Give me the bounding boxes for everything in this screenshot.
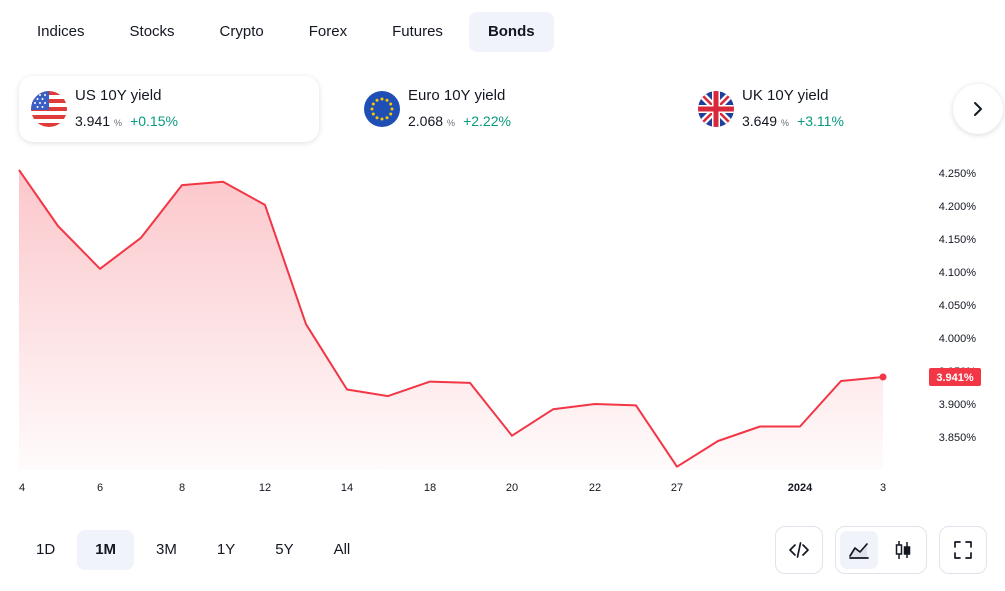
card-quote: 3.649% +3.11% bbox=[742, 113, 844, 129]
range-all[interactable]: All bbox=[333, 541, 351, 558]
tab-indices[interactable]: Indices bbox=[37, 23, 85, 40]
candlestick-icon bbox=[895, 541, 911, 559]
code-icon bbox=[789, 542, 809, 558]
y-tick-label: 3.850% bbox=[939, 432, 977, 444]
area-chart-icon bbox=[849, 543, 869, 559]
data-point bbox=[879, 373, 887, 381]
card-value: 3.649 bbox=[742, 113, 778, 129]
card-unit: % bbox=[114, 118, 123, 128]
x-tick-label: 27 bbox=[671, 482, 683, 494]
tab-bonds[interactable]: Bonds bbox=[468, 12, 554, 52]
last-value-label: 3.941% bbox=[936, 372, 974, 384]
card-uk-10y[interactable]: UK 10Y yield 3.649% +3.11% bbox=[686, 76, 986, 142]
tab-forex[interactable]: Forex bbox=[308, 23, 348, 40]
chevron-right-icon bbox=[974, 102, 982, 116]
card-quote: 3.941% +0.15% bbox=[75, 113, 178, 129]
embed-button-inner[interactable] bbox=[780, 531, 818, 569]
y-tick-label: 4.100% bbox=[939, 267, 977, 279]
range-3m[interactable]: 3M bbox=[156, 541, 177, 558]
y-tick-label: 4.200% bbox=[939, 201, 977, 213]
y-tick-label: 4.050% bbox=[939, 300, 977, 312]
card-change: +0.15% bbox=[130, 113, 178, 129]
fullscreen-icon bbox=[954, 541, 972, 559]
card-unit: % bbox=[781, 118, 790, 128]
card-unit: % bbox=[447, 118, 456, 128]
card-euro-10y[interactable]: Euro 10Y yield 2.068% +2.22% bbox=[352, 76, 652, 142]
tab-stocks[interactable]: Stocks bbox=[129, 23, 175, 40]
range-selector: 1D 1M 3M 1Y 5Y All bbox=[18, 530, 372, 570]
series-line bbox=[18, 169, 884, 468]
yield-chart-svg: 4.250%4.200%4.150%4.100%4.050%4.000%3.95… bbox=[18, 168, 981, 494]
embed-button[interactable] bbox=[775, 526, 823, 574]
candle-style-button[interactable] bbox=[884, 531, 922, 569]
card-name: Euro 10Y yield bbox=[408, 87, 506, 104]
card-change: +2.22% bbox=[463, 113, 511, 129]
range-1m[interactable]: 1M bbox=[77, 530, 135, 570]
x-tick-label: 3 bbox=[880, 482, 886, 494]
card-us-10y[interactable]: US 10Y yield 3.941% +0.15% bbox=[19, 76, 319, 142]
x-tick-label: 20 bbox=[506, 482, 518, 494]
y-tick-label: 4.150% bbox=[939, 234, 977, 246]
us-flag-icon bbox=[31, 91, 67, 127]
last-value-badge bbox=[929, 368, 981, 386]
y-tick-label: 3.900% bbox=[939, 399, 977, 411]
x-tick-label: 18 bbox=[424, 482, 436, 494]
tab-futures[interactable]: Futures bbox=[392, 23, 443, 40]
y-tick-label: 4.000% bbox=[939, 333, 977, 345]
uk-flag-icon bbox=[698, 91, 734, 127]
card-change: +3.11% bbox=[797, 113, 844, 129]
range-1y[interactable]: 1Y bbox=[216, 541, 236, 558]
x-tick-label: 4 bbox=[19, 482, 25, 494]
x-tick-label: 14 bbox=[341, 482, 353, 494]
x-tick-label: 2024 bbox=[788, 482, 813, 494]
range-5y[interactable]: 5Y bbox=[275, 541, 294, 558]
x-tick-label: 6 bbox=[97, 482, 103, 494]
yield-chart: 4.250%4.200%4.150%4.100%4.050%4.000%3.95… bbox=[0, 160, 1005, 500]
area-style-button[interactable] bbox=[840, 531, 878, 569]
area-fill bbox=[19, 169, 883, 470]
range-1d[interactable]: 1D bbox=[36, 541, 56, 558]
card-name: US 10Y yield bbox=[75, 87, 162, 104]
next-cards-button[interactable] bbox=[953, 84, 1003, 134]
eu-flag-icon bbox=[364, 91, 400, 127]
card-value: 3.941 bbox=[75, 113, 111, 129]
x-tick-label: 22 bbox=[589, 482, 601, 494]
symbol-cards: US 10Y yield 3.941% +0.15% Euro 10Y yield… bbox=[0, 76, 1005, 142]
chart-style-switch bbox=[835, 526, 927, 574]
fullscreen-button[interactable] bbox=[939, 526, 987, 574]
card-value: 2.068 bbox=[408, 113, 444, 129]
fullscreen-button-inner[interactable] bbox=[944, 531, 982, 569]
x-tick-label: 8 bbox=[179, 482, 185, 494]
tab-crypto[interactable]: Crypto bbox=[219, 23, 264, 40]
x-tick-label: 12 bbox=[259, 482, 271, 494]
market-tabs: Indices Stocks Crypto Forex Futures Bond… bbox=[18, 12, 561, 52]
y-tick-label: 4.250% bbox=[939, 168, 977, 180]
card-quote: 2.068% +2.22% bbox=[408, 113, 511, 129]
card-name: UK 10Y yield bbox=[742, 87, 829, 104]
